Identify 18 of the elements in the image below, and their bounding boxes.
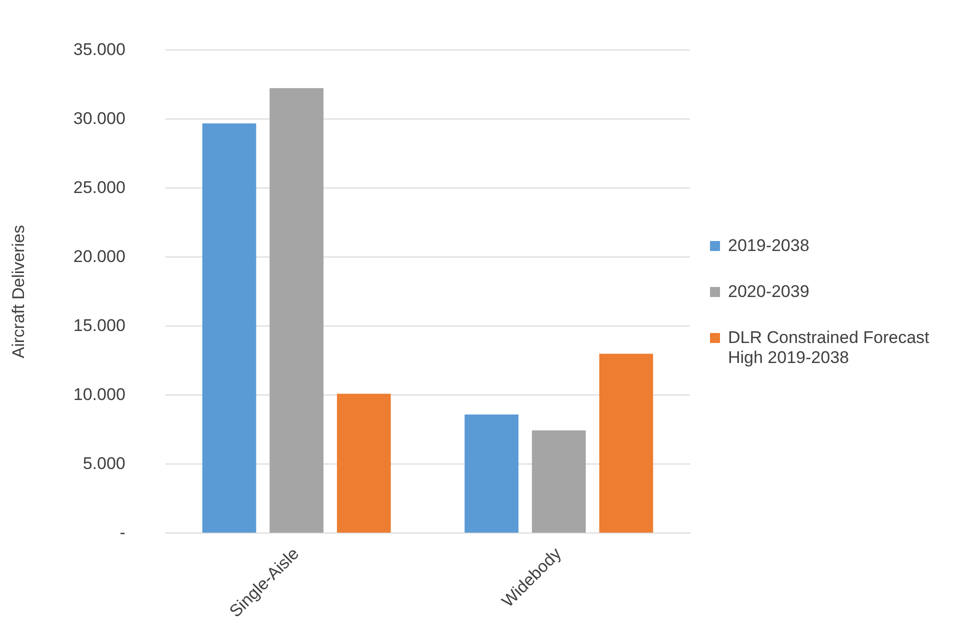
bar [599, 354, 654, 533]
y-tick-label: 25.000 [73, 178, 126, 197]
y-tick-label: 35.000 [73, 40, 126, 59]
bar [270, 88, 324, 533]
y-tick-label: 30.000 [73, 108, 126, 128]
y-tick-label: 15.000 [73, 316, 126, 335]
y-tick-label: 10.000 [73, 384, 126, 404]
legend-label: 2020-2039 [728, 282, 810, 302]
bar [202, 123, 256, 533]
y-axis-title: Aircraft Deliveries [8, 225, 28, 358]
bar [532, 430, 586, 533]
y-tick-label: 20.000 [73, 246, 126, 266]
legend-label: 2019-2038 [728, 236, 810, 256]
bar [464, 414, 518, 533]
legend-label: DLR Constrained Forecast High 2019-2038 [728, 328, 930, 368]
bar [336, 394, 391, 533]
y-tick-label: 5.000 [82, 454, 126, 473]
y-tick-label: - [120, 522, 126, 542]
